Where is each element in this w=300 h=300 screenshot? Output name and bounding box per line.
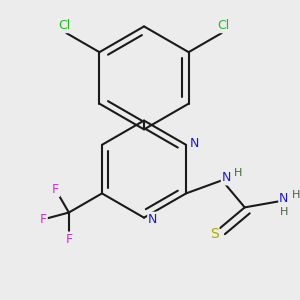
- Text: F: F: [40, 213, 47, 226]
- Text: H: H: [234, 168, 242, 178]
- Text: Cl: Cl: [217, 19, 229, 32]
- Text: Cl: Cl: [59, 19, 71, 32]
- Text: N: N: [279, 192, 289, 206]
- Text: H: H: [280, 207, 288, 218]
- Text: S: S: [210, 227, 218, 241]
- Text: N: N: [190, 137, 200, 150]
- Text: F: F: [52, 183, 59, 196]
- Text: N: N: [222, 172, 231, 184]
- Text: N: N: [148, 213, 158, 226]
- Text: F: F: [65, 232, 72, 245]
- Text: H: H: [292, 190, 300, 200]
